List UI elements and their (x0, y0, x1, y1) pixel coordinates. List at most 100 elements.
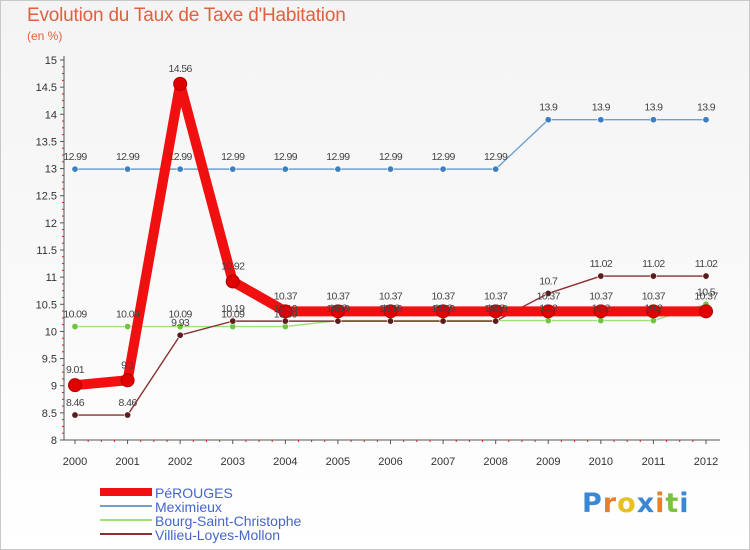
point-meximieux (597, 116, 605, 124)
y-tick-label: 12 (45, 218, 57, 230)
legend-label-meximieux: Meximieux (155, 499, 222, 515)
point-villieu-loyes-mollon (334, 317, 342, 325)
point-perouges (488, 304, 503, 319)
point-meximieux (649, 116, 657, 124)
point-perouges (330, 304, 345, 319)
legend-item-meximieux: Meximieux (100, 499, 400, 515)
legend-swatch-perouges (100, 488, 152, 496)
point-meximieux (281, 165, 289, 173)
point-villieu-loyes-mollon (544, 289, 552, 297)
data-label-villieu-loyes-mollon: 11.02 (590, 258, 613, 270)
chart-title: Evolution du Taux de Taxe d'Habitation (27, 5, 346, 26)
data-label-meximieux: 12.99 (431, 151, 455, 163)
data-labels: 12.99 12.99 12.99 12.99 12.99 12.99 12.99 12.99… (63, 63, 719, 409)
data-label-bourg-saint-christophe: 10.2 (644, 303, 663, 315)
point-meximieux (124, 165, 132, 173)
y-tick-label: 13.5 (36, 136, 57, 148)
point-villieu-loyes-mollon (597, 272, 605, 280)
data-label-bourg-saint-christophe: 10.5 (697, 286, 716, 298)
data-label-bourg-saint-christophe: 10.09 (116, 309, 140, 321)
x-tick-label: 2001 (115, 456, 139, 468)
point-perouges (593, 304, 608, 319)
data-label-bourg-saint-christophe: 10.2 (434, 303, 453, 315)
x-tick-label: 2006 (378, 456, 402, 468)
data-label-meximieux: 13.9 (644, 102, 663, 114)
series-line-perouges (70, 78, 711, 391)
y-tick-label: 15 (45, 55, 57, 67)
point-perouges (278, 304, 293, 319)
point-perouges (225, 274, 240, 289)
data-label-perouges: 10.37 (431, 290, 455, 302)
data-label-bourg-saint-christophe: 10.09 (63, 309, 87, 321)
logo-letter: i (679, 488, 690, 519)
x-tick-label: 2010 (589, 456, 613, 468)
data-label-perouges: 10.37 (537, 290, 561, 302)
data-label-perouges: 10.37 (642, 290, 666, 302)
data-label-villieu-loyes-mollon: 10.19 (221, 303, 245, 315)
logo-letter: o (617, 488, 637, 519)
point-villieu-loyes-mollon (71, 411, 79, 419)
data-label-meximieux: 12.99 (274, 151, 298, 163)
data-label-meximieux: 13.9 (697, 102, 716, 114)
data-label-meximieux: 12.99 (221, 151, 245, 163)
data-label-perouges: 10.37 (484, 290, 508, 302)
logo-letter: x (636, 488, 656, 519)
series-layer (68, 76, 713, 419)
data-label-villieu-loyes-mollon: 11.02 (642, 258, 665, 270)
data-label-bourg-saint-christophe: 10.09 (169, 309, 193, 321)
point-meximieux (71, 165, 79, 173)
data-label-perouges: 10.37 (274, 290, 298, 302)
data-label-perouges: 10.37 (379, 290, 403, 302)
data-label-bourg-saint-christophe: 10.2 (381, 303, 400, 315)
legend-item-villieu-loyes-mollon: Villieu-Loyes-Mollon (100, 527, 400, 543)
point-villieu-loyes-mollon (439, 317, 447, 325)
data-label-villieu-loyes-mollon: 10.19 (431, 303, 455, 315)
data-label-perouges: 10.92 (221, 260, 245, 272)
x-tick-label: 2009 (536, 456, 560, 468)
point-bourg-saint-christophe (176, 323, 184, 331)
y-tick-label: 11.5 (36, 245, 57, 257)
y-tick-label: 9 (51, 381, 57, 393)
legend-swatch-villieu-loyes-mollon (100, 533, 152, 535)
logo-letter: P (582, 488, 603, 519)
logo-letter: i (655, 488, 666, 519)
data-label-bourg-saint-christophe: 10.2 (592, 303, 611, 315)
y-tick-label: 9.5 (42, 354, 57, 366)
point-villieu-loyes-mollon (492, 317, 500, 325)
y-tick-label: 12.5 (36, 191, 57, 203)
data-label-meximieux: 12.99 (116, 151, 140, 163)
x-tick-label: 2000 (63, 456, 87, 468)
logo-letter: r (602, 488, 618, 519)
legend-swatch-bourg-saint-christophe (100, 519, 152, 521)
data-label-bourg-saint-christophe: 10.2 (487, 303, 506, 315)
point-bourg-saint-christophe (124, 323, 132, 331)
data-label-perouges: 10.37 (326, 290, 350, 302)
y-tick-label: 13 (45, 164, 57, 176)
x-tick-label: 2003 (221, 456, 245, 468)
data-label-villieu-loyes-mollon: 8.46 (119, 397, 138, 409)
point-villieu-loyes-mollon (176, 331, 184, 339)
data-label-bourg-saint-christophe: 10.2 (329, 303, 348, 315)
point-villieu-loyes-mollon (649, 272, 657, 280)
unit-label: (en %) (27, 29, 63, 43)
x-tick-label: 2007 (431, 456, 455, 468)
x-tick-label: 2012 (694, 456, 718, 468)
point-perouges (646, 304, 661, 319)
point-perouges (120, 373, 135, 388)
data-label-villieu-loyes-mollon: 10.19 (326, 303, 350, 315)
proxiti-logo: Proxiti (582, 488, 690, 519)
data-label-meximieux: 13.9 (592, 102, 611, 114)
y-tick-label: 8 (51, 435, 57, 447)
point-perouges (699, 304, 713, 319)
point-meximieux (492, 165, 500, 173)
data-label-bourg-saint-christophe: 10.2 (539, 303, 558, 315)
legend-label-villieu-loyes-mollon: Villieu-Loyes-Mollon (155, 527, 281, 543)
point-perouges (541, 304, 556, 319)
legend-item-bourg-saint-christophe: Bourg-Saint-Christophe (100, 513, 400, 529)
point-perouges (68, 378, 82, 393)
point-villieu-loyes-mollon (229, 317, 237, 325)
axes: 8 8.5 9 9.5 10 10.5 11 11.5 12 12.5 13 13.5 14 14.5 15… (36, 55, 720, 468)
point-bourg-saint-christophe (71, 323, 79, 331)
